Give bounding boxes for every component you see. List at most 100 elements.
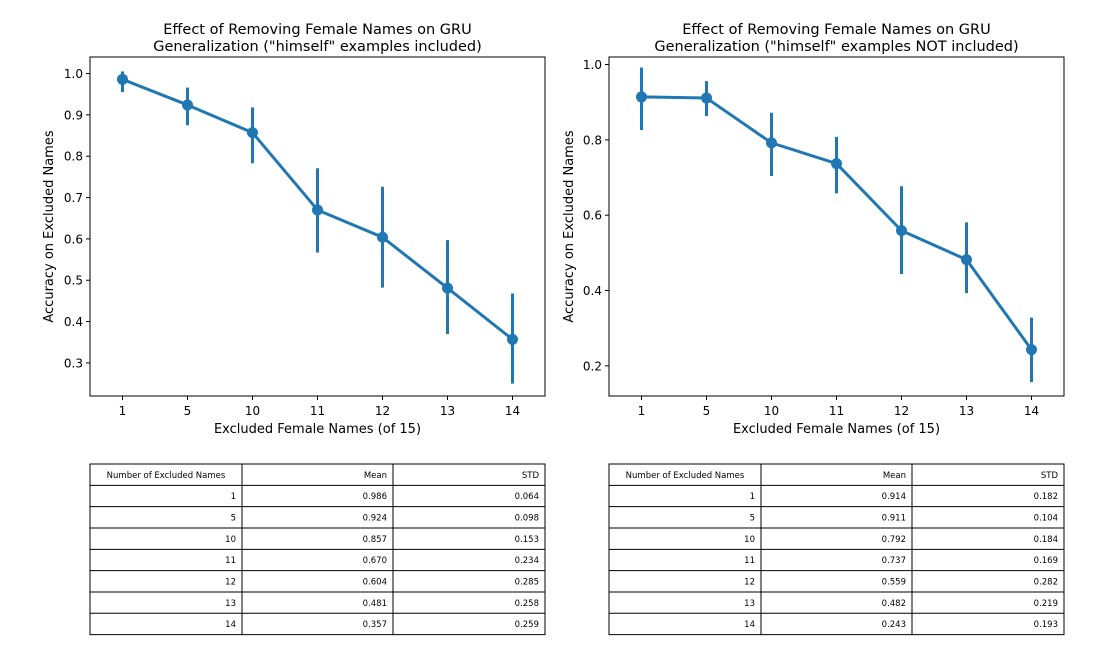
table-cell: 12 [744,578,755,588]
table-cell: 0.243 [882,620,906,630]
table-cell: 0.104 [1034,514,1058,524]
x-tick-label: 5 [184,404,192,418]
table-cell: 13 [225,599,236,609]
chart-title-line: Generalization ("himself" examples inclu… [153,39,482,55]
table-header-cell: Mean [883,471,906,481]
x-axis-label: Excluded Female Names (of 15) [733,422,940,437]
stats-table: Number of Excluded Names Mean STD 1 0.914 0.1… [608,463,1065,636]
table-cell: 14 [225,620,236,630]
data-point [442,282,453,294]
table-cell: 10 [744,535,755,545]
table-cell: 13 [744,599,755,609]
table-cell: 0.670 [363,556,387,566]
y-tick-label: 0.8 [583,133,602,147]
data-point [701,92,712,104]
data-point [507,333,518,345]
x-tick-label: 12 [375,404,390,418]
x-tick-label: 13 [959,404,974,418]
data-point [377,231,388,243]
table-cell: 0.193 [1034,620,1058,630]
data-point [1026,344,1037,356]
x-tick-label: 13 [440,404,455,418]
x-tick-label: 1 [638,404,646,418]
y-tick-label: 0.5 [64,274,83,288]
x-tick-label: 5 [703,404,711,418]
table-cell: 0.282 [1034,578,1058,588]
chart-title-line: Generalization ("himself" examples NOT i… [654,39,1018,55]
y-tick-label: 1.0 [583,58,602,72]
chart-title-line: Effect of Removing Female Names on GRU [682,22,990,38]
data-point [182,99,193,111]
table-cell: 12 [225,578,236,588]
y-tick-label: 0.4 [64,315,83,329]
x-tick-label: 10 [245,404,260,418]
chart-panels: Effect of Removing Female Names on GRUGe… [42,22,1065,636]
table-cell: 11 [744,556,755,566]
y-axis-label: Accuracy on Excluded Names [562,130,577,322]
data-point [961,254,972,266]
y-axis-label: Accuracy on Excluded Names [42,130,57,322]
table-cell: 0.182 [1034,492,1058,502]
x-tick-label: 11 [310,404,325,418]
table-cell: 0.169 [1034,556,1058,566]
x-tick-label: 1 [119,404,127,418]
table-cell: 14 [744,620,755,630]
table-cell: 0.219 [1034,599,1058,609]
chart-panel-2: Effect of Removing Female Names on GRUGe… [562,22,1065,636]
table-header-cell: STD [1041,471,1059,481]
table-cell: 0.258 [515,599,539,609]
table-cell: 0.792 [882,535,906,545]
table-header-cell: Number of Excluded Names [626,471,745,481]
y-tick-label: 0.9 [64,108,83,122]
table-header-cell: Mean [364,471,387,481]
data-point [117,73,128,85]
table-cell: 0.986 [363,492,387,502]
x-tick-label: 12 [894,404,909,418]
table-cell: 0.184 [1034,535,1058,545]
data-point [636,91,647,103]
x-tick-label: 14 [505,404,520,418]
table-cell: 0.153 [515,535,539,545]
table-cell: 0.357 [363,620,387,630]
table-cell: 0.559 [882,578,906,588]
y-tick-label: 0.2 [583,359,602,373]
table-cell: 5 [231,514,236,524]
y-tick-label: 0.6 [583,209,602,223]
table-cell: 0.259 [515,620,539,630]
data-point [766,137,777,149]
y-tick-label: 1.0 [64,67,83,81]
table-cell: 0.234 [515,556,539,566]
x-tick-label: 10 [764,404,779,418]
table-cell: 0.911 [882,514,906,524]
data-point [247,127,258,139]
table-header-cell: STD [522,471,540,481]
y-tick-label: 0.8 [64,150,83,164]
x-tick-label: 14 [1024,404,1039,418]
y-tick-label: 0.3 [64,356,83,370]
table-cell: 0.098 [515,514,539,524]
table-cell: 0.604 [363,578,387,588]
table-cell: 0.482 [882,599,906,609]
table-cell: 1 [750,492,755,502]
table-cell: 0.914 [882,492,906,502]
table-cell: 11 [225,556,236,566]
y-tick-label: 0.4 [583,284,602,298]
y-tick-label: 0.7 [64,191,83,205]
data-point [831,158,842,170]
y-tick-label: 0.6 [64,232,83,246]
table-cell: 1 [231,492,236,502]
data-point [312,204,323,216]
stats-table: Number of Excluded Names Mean STD 1 0.986 0.0… [89,463,546,636]
x-tick-label: 11 [829,404,844,418]
table-cell: 0.737 [882,556,906,566]
table-cell: 0.285 [515,578,539,588]
table-cell: 0.064 [515,492,539,502]
chart-title-line: Effect of Removing Female Names on GRU [163,22,471,38]
chart-panel-1: Effect of Removing Female Names on GRUGe… [42,22,546,636]
table-cell: 0.924 [363,514,387,524]
table-cell: 10 [225,535,236,545]
table-cell: 5 [750,514,755,524]
table-header-cell: Number of Excluded Names [107,471,226,481]
x-axis-label: Excluded Female Names (of 15) [214,422,421,437]
